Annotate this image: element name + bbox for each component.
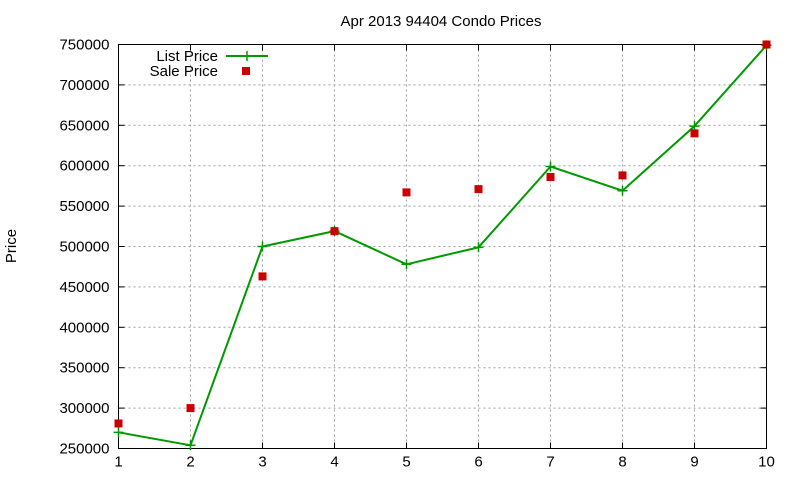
y-tick-label: 500000 [59, 239, 109, 256]
data-point-sale-price [546, 173, 555, 182]
legend-label-list-price: List Price [156, 48, 218, 65]
y-tick-label: 450000 [59, 279, 109, 296]
data-point-sale-price [402, 188, 411, 197]
ticks-layer: 1 2 3 4 5 6 7 8 9 10 250000 300000 350000 400000 45000… [59, 37, 774, 471]
x-tick-label: 3 [258, 454, 266, 471]
data-point-sale-price [114, 419, 123, 428]
data-point-list-price [473, 242, 484, 253]
y-tick-label: 350000 [59, 360, 109, 377]
data-point-list-price [185, 440, 196, 451]
x-tick-label: 6 [474, 454, 482, 471]
y-tick-label: 300000 [59, 400, 109, 417]
y-tick-label: 400000 [59, 319, 109, 336]
data-point-sale-price [474, 185, 483, 194]
legend-label-sale-price: Sale Price [150, 63, 218, 80]
x-tick-label: 7 [546, 454, 554, 471]
x-tick-label: 8 [618, 454, 626, 471]
data-point-list-price [257, 241, 268, 252]
legend-marker-list-price [242, 51, 252, 61]
legend-marker-sale-price [242, 67, 250, 75]
chart-title: Apr 2013 94404 Condo Prices [341, 13, 542, 30]
series-line-list-price [118, 44, 768, 447]
y-tick-label: 750000 [59, 37, 109, 54]
y-tick-label: 550000 [59, 198, 109, 215]
y-axis-label: Price [3, 229, 20, 263]
series-layer [113, 40, 772, 451]
data-point-sale-price [690, 129, 699, 138]
y-tick-label: 600000 [59, 158, 109, 175]
data-point-list-price [113, 427, 124, 438]
data-point-sale-price [330, 227, 339, 236]
data-point-sale-price [186, 404, 195, 413]
x-tick-label: 5 [402, 454, 410, 471]
x-tick-label: 4 [330, 454, 338, 471]
y-tick-label: 650000 [59, 117, 109, 134]
x-tick-label: 1 [114, 454, 122, 471]
x-tick-label: 10 [758, 454, 775, 471]
y-tick-label: 700000 [59, 77, 109, 94]
x-tick-label: 9 [690, 454, 698, 471]
data-point-list-price [545, 161, 556, 172]
grid-layer [118, 44, 767, 449]
data-point-list-price [401, 259, 412, 270]
x-tick-label: 2 [186, 454, 194, 471]
data-point-sale-price [618, 171, 627, 180]
legend: List Price Sale Price [150, 48, 268, 80]
data-point-list-price [617, 185, 628, 196]
y-tick-label: 250000 [59, 441, 109, 458]
data-point-sale-price [258, 272, 267, 281]
data-point-sale-price [762, 40, 771, 49]
